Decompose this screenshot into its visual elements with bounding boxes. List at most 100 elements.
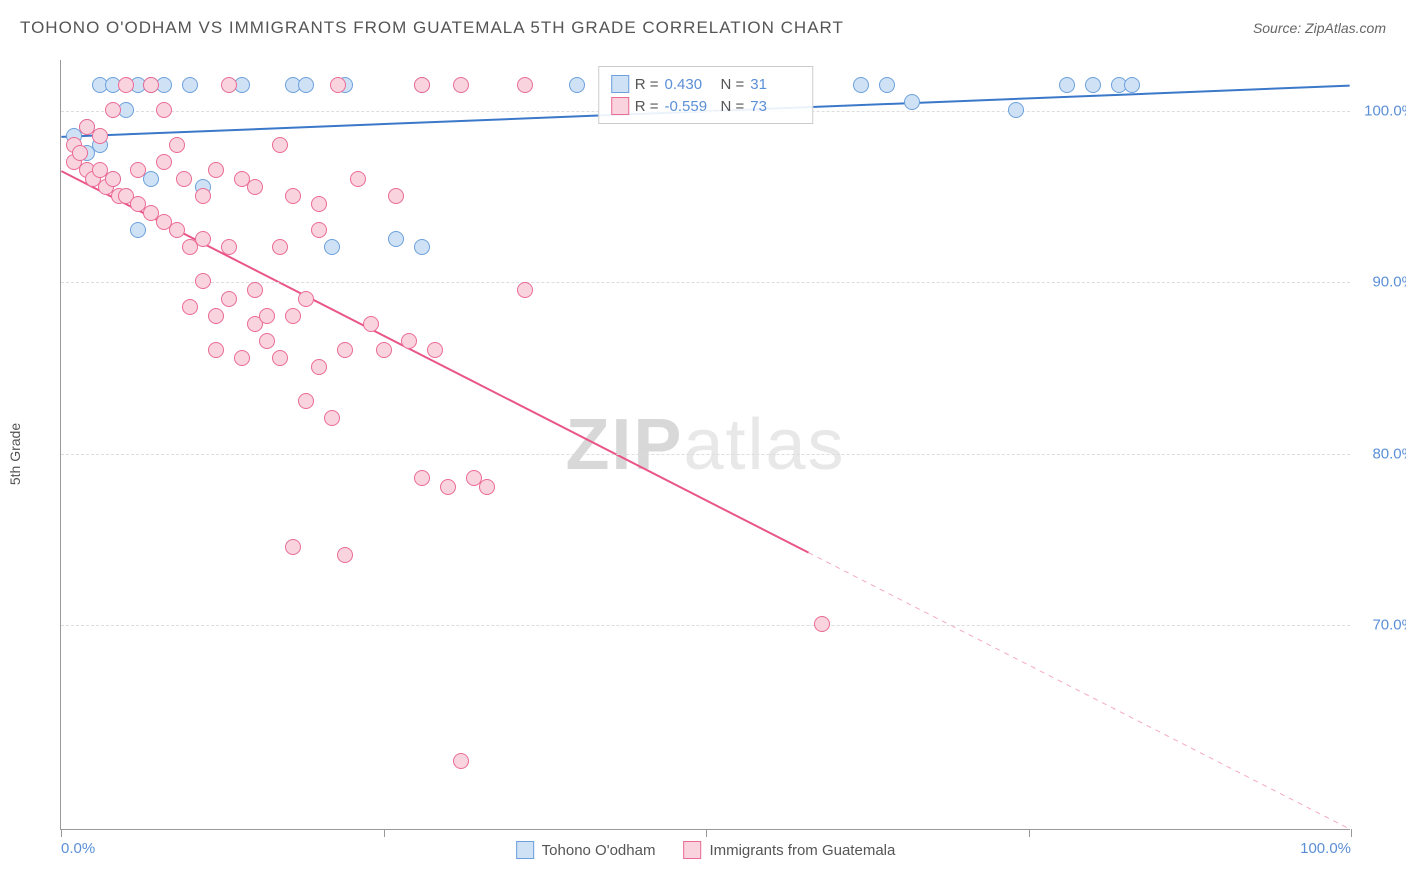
data-point <box>247 282 263 298</box>
data-point <box>414 77 430 93</box>
data-point <box>517 282 533 298</box>
data-point <box>285 308 301 324</box>
data-point <box>363 316 379 332</box>
data-point <box>272 239 288 255</box>
data-point <box>311 196 327 212</box>
data-point <box>169 222 185 238</box>
data-point <box>272 137 288 153</box>
legend-swatch <box>611 75 629 93</box>
data-point <box>337 547 353 563</box>
data-point <box>156 154 172 170</box>
n-value: 31 <box>750 76 800 93</box>
data-point <box>118 77 134 93</box>
x-tick <box>1029 829 1030 837</box>
stats-legend: R =0.430N =31R =-0.559N =73 <box>598 66 814 124</box>
data-point <box>285 188 301 204</box>
series-label: Immigrants from Guatemala <box>709 842 895 859</box>
gridline <box>61 625 1350 626</box>
data-point <box>337 342 353 358</box>
data-point <box>904 94 920 110</box>
scatter-chart: ZIPatlas 70.0%80.0%90.0%100.0%0.0%100.0%… <box>60 60 1350 830</box>
data-point <box>208 308 224 324</box>
data-point <box>195 188 211 204</box>
chart-title: TOHONO O'ODHAM VS IMMIGRANTS FROM GUATEM… <box>20 18 844 38</box>
data-point <box>176 171 192 187</box>
x-tick <box>1351 829 1352 837</box>
data-point <box>388 188 404 204</box>
watermark: ZIPatlas <box>565 404 845 486</box>
data-point <box>259 333 275 349</box>
x-tick <box>384 829 385 837</box>
n-value: 73 <box>750 98 800 115</box>
r-label: R = <box>635 98 659 115</box>
data-point <box>427 342 443 358</box>
r-value: 0.430 <box>665 76 715 93</box>
series-legend: Tohono O'odham Immigrants from Guatemala <box>516 841 896 859</box>
data-point <box>130 162 146 178</box>
data-point <box>569 77 585 93</box>
data-point <box>414 470 430 486</box>
data-point <box>330 77 346 93</box>
data-point <box>324 410 340 426</box>
data-point <box>311 222 327 238</box>
data-point <box>143 77 159 93</box>
data-point <box>311 359 327 375</box>
data-point <box>879 77 895 93</box>
stats-legend-row: R =-0.559N =73 <box>611 95 801 117</box>
data-point <box>388 231 404 247</box>
data-point <box>247 179 263 195</box>
data-point <box>272 350 288 366</box>
r-label: R = <box>635 76 659 93</box>
data-point <box>105 102 121 118</box>
data-point <box>221 291 237 307</box>
data-point <box>401 333 417 349</box>
n-label: N = <box>721 98 745 115</box>
y-tick-label: 90.0% <box>1372 274 1406 291</box>
y-tick-label: 100.0% <box>1364 103 1406 120</box>
data-point <box>350 171 366 187</box>
data-point <box>130 222 146 238</box>
data-point <box>453 753 469 769</box>
data-point <box>1124 77 1140 93</box>
data-point <box>376 342 392 358</box>
data-point <box>1059 77 1075 93</box>
source-attribution: Source: ZipAtlas.com <box>1253 20 1386 36</box>
y-axis-label: 5th Grade <box>7 423 23 485</box>
data-point <box>453 77 469 93</box>
data-point <box>324 239 340 255</box>
data-point <box>169 137 185 153</box>
y-tick-label: 80.0% <box>1372 445 1406 462</box>
data-point <box>195 231 211 247</box>
data-point <box>72 145 88 161</box>
x-tick <box>706 829 707 837</box>
stats-legend-row: R =0.430N =31 <box>611 73 801 95</box>
data-point <box>208 342 224 358</box>
data-point <box>298 77 314 93</box>
data-point <box>221 77 237 93</box>
y-tick-label: 70.0% <box>1372 616 1406 633</box>
data-point <box>440 479 456 495</box>
data-point <box>1008 102 1024 118</box>
data-point <box>221 239 237 255</box>
data-point <box>517 77 533 93</box>
legend-swatch <box>683 841 701 859</box>
data-point <box>182 77 198 93</box>
data-point <box>1085 77 1101 93</box>
data-point <box>414 239 430 255</box>
data-point <box>479 479 495 495</box>
data-point <box>285 539 301 555</box>
data-point <box>298 393 314 409</box>
data-point <box>853 77 869 93</box>
data-point <box>182 299 198 315</box>
series-label: Tohono O'odham <box>542 842 656 859</box>
data-point <box>105 171 121 187</box>
data-point <box>298 291 314 307</box>
series-legend-item: Immigrants from Guatemala <box>683 841 895 859</box>
x-tick-label: 0.0% <box>61 840 95 857</box>
trend-lines <box>61 60 1350 829</box>
data-point <box>156 102 172 118</box>
data-point <box>92 128 108 144</box>
legend-swatch <box>516 841 534 859</box>
data-point <box>195 273 211 289</box>
series-legend-item: Tohono O'odham <box>516 841 656 859</box>
